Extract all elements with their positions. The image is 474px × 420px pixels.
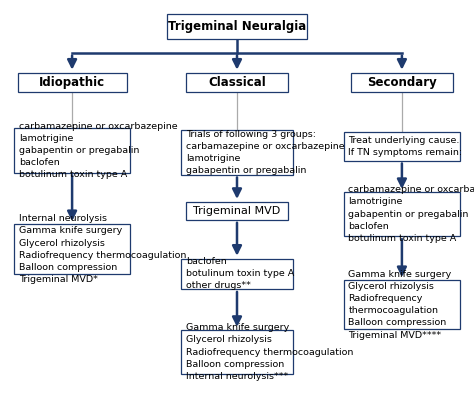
Text: Treat underlying cause.
If TN symptoms remain:: Treat underlying cause. If TN symptoms r… [348, 136, 463, 157]
FancyBboxPatch shape [351, 73, 453, 92]
Text: Secondary: Secondary [367, 76, 437, 89]
FancyBboxPatch shape [14, 128, 130, 173]
Text: carbamazepine or oxcarbazepine
lamotrigine
gabapentin or pregabalin
baclofen
bot: carbamazepine or oxcarbazepine lamotrigi… [348, 185, 474, 243]
FancyBboxPatch shape [186, 202, 288, 220]
Text: carbamazepine or oxcarbazepine
lamotrigine
gabapentin or pregabalin
baclofen
bot: carbamazepine or oxcarbazepine lamotrigi… [18, 121, 177, 179]
Text: Trigeminal Neuralgia: Trigeminal Neuralgia [168, 20, 306, 33]
FancyBboxPatch shape [167, 15, 307, 39]
Text: Trigeminal MVD: Trigeminal MVD [193, 206, 281, 216]
FancyBboxPatch shape [344, 280, 460, 329]
FancyBboxPatch shape [344, 132, 460, 160]
FancyBboxPatch shape [18, 73, 127, 92]
Text: Trials of following 3 groups:
carbamazepine or oxcarbazepine
lamotrigine
gabapen: Trials of following 3 groups: carbamazep… [186, 130, 345, 175]
Text: Classical: Classical [208, 76, 266, 89]
FancyBboxPatch shape [186, 73, 288, 92]
Text: Internal neurolysis
Gamma knife surgery
Glycerol rhizolysis
Radiofrequency therm: Internal neurolysis Gamma knife surgery … [18, 214, 186, 284]
FancyBboxPatch shape [181, 130, 293, 175]
FancyBboxPatch shape [181, 259, 293, 289]
Text: Idiopathic: Idiopathic [39, 76, 105, 89]
Text: baclofen
botulinum toxin type A
other drugs**: baclofen botulinum toxin type A other dr… [186, 257, 294, 291]
Text: Gamma knife surgery
Glycerol rhizolysis
Radiofrequency
thermocoagulation
Balloon: Gamma knife surgery Glycerol rhizolysis … [348, 270, 452, 339]
FancyBboxPatch shape [14, 224, 130, 274]
FancyBboxPatch shape [344, 192, 460, 236]
Text: Gamma knife surgery
Glycerol rhizolysis
Radiofrequency thermocoagulation
Balloon: Gamma knife surgery Glycerol rhizolysis … [186, 323, 353, 381]
FancyBboxPatch shape [181, 330, 293, 374]
